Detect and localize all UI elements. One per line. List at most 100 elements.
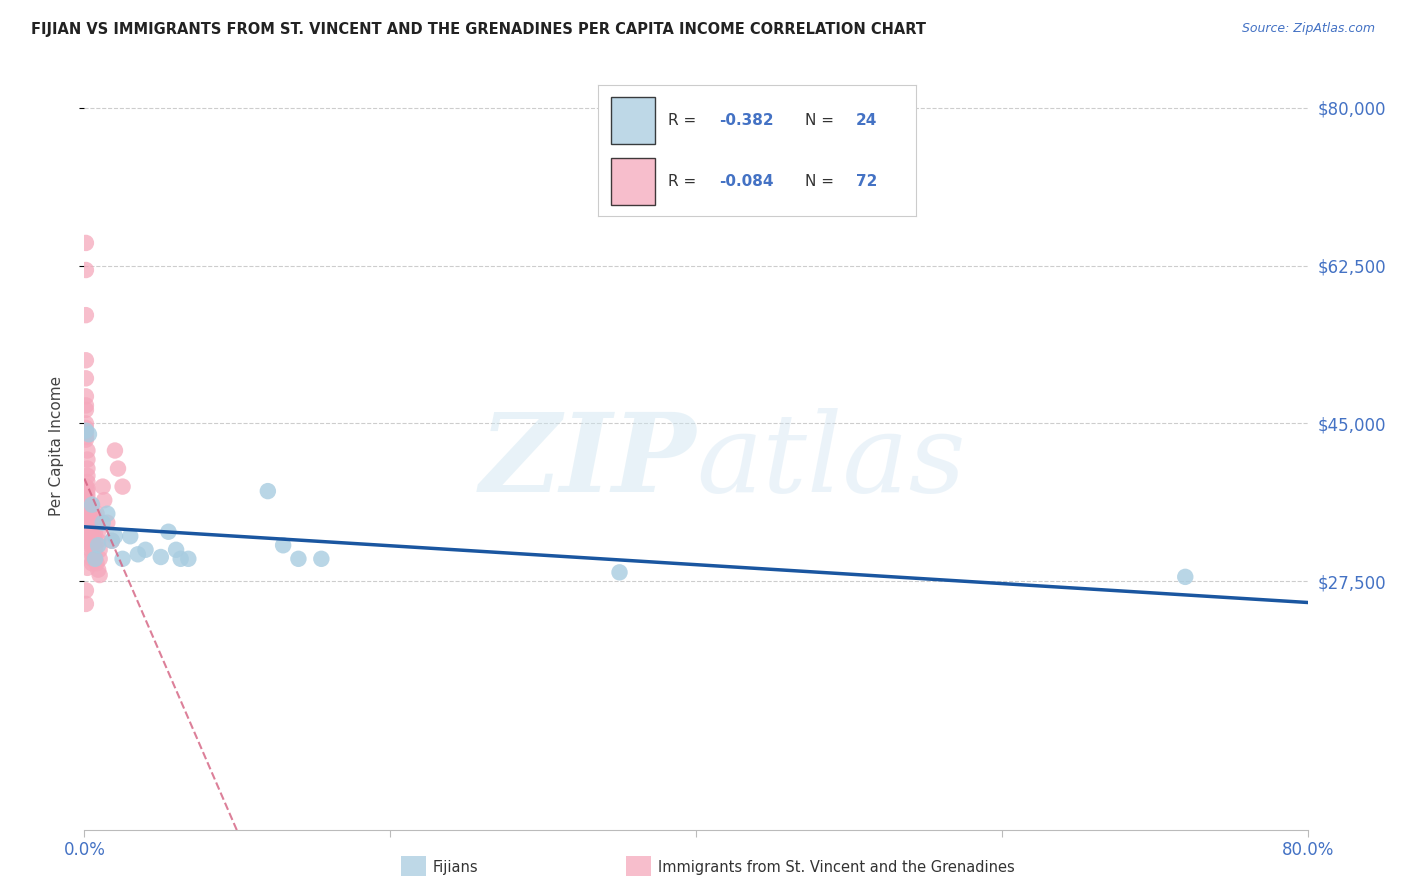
- Point: [84, 549, 107, 564]
- Point: [107, 461, 129, 475]
- Point: [76, 484, 98, 499]
- Point: [79, 533, 101, 548]
- Point: [75, 308, 97, 322]
- Point: [77, 507, 100, 521]
- Point: [77, 516, 100, 530]
- Point: [83, 507, 105, 521]
- Point: [77, 508, 100, 523]
- Point: [76, 482, 98, 496]
- Point: [80, 498, 103, 512]
- Point: [77, 502, 100, 516]
- Point: [89, 542, 111, 557]
- Point: [87, 524, 110, 539]
- Point: [75, 403, 97, 417]
- Point: [79, 538, 101, 552]
- Point: [79, 529, 101, 543]
- Point: [79, 524, 101, 539]
- Point: [177, 551, 200, 566]
- Point: [1174, 570, 1197, 584]
- Point: [80, 551, 103, 566]
- Point: [87, 563, 110, 577]
- Point: [75, 263, 97, 277]
- Point: [271, 538, 294, 552]
- Point: [75, 533, 97, 548]
- Point: [165, 542, 187, 557]
- Point: [75, 353, 97, 368]
- Point: [76, 461, 98, 475]
- Point: [104, 443, 127, 458]
- Point: [76, 489, 98, 503]
- Point: [87, 533, 110, 548]
- Point: [311, 551, 333, 566]
- Point: [79, 517, 101, 532]
- Point: [80, 557, 103, 571]
- Point: [91, 516, 114, 530]
- Point: [101, 533, 124, 548]
- Point: [104, 529, 127, 543]
- Point: [75, 235, 97, 250]
- Point: [93, 493, 115, 508]
- Point: [80, 547, 103, 561]
- Point: [91, 480, 114, 494]
- Point: [609, 566, 631, 580]
- Point: [75, 389, 97, 403]
- Point: [75, 489, 97, 503]
- Point: [77, 500, 100, 514]
- Point: [75, 583, 97, 598]
- Point: [96, 507, 118, 521]
- Point: [75, 433, 97, 447]
- Point: [75, 597, 97, 611]
- Point: [75, 417, 97, 431]
- Point: [80, 535, 103, 549]
- Text: Immigrants from St. Vincent and the Grenadines: Immigrants from St. Vincent and the Gren…: [658, 861, 1015, 875]
- Point: [83, 532, 105, 546]
- Point: [111, 480, 134, 494]
- Point: [86, 516, 108, 530]
- Point: [135, 542, 157, 557]
- Point: [75, 421, 97, 435]
- Point: [101, 533, 124, 548]
- Y-axis label: Per Capita Income: Per Capita Income: [49, 376, 63, 516]
- Point: [87, 538, 110, 552]
- Text: atlas: atlas: [696, 408, 966, 515]
- Point: [257, 484, 280, 499]
- Point: [77, 427, 100, 442]
- Point: [75, 480, 97, 494]
- Point: [84, 524, 107, 539]
- Point: [111, 551, 134, 566]
- Point: [79, 542, 101, 557]
- Point: [86, 557, 108, 571]
- Point: [76, 443, 98, 458]
- Point: [83, 516, 105, 530]
- Point: [120, 529, 142, 543]
- Point: [89, 568, 111, 582]
- Point: [127, 547, 149, 561]
- Point: [83, 523, 105, 537]
- Point: [86, 507, 108, 521]
- Point: [76, 475, 98, 489]
- Point: [84, 541, 107, 555]
- Point: [75, 398, 97, 412]
- Point: [76, 498, 98, 512]
- Point: [84, 551, 107, 566]
- Point: [96, 516, 118, 530]
- Point: [157, 524, 180, 539]
- Point: [84, 533, 107, 548]
- Point: [76, 561, 98, 575]
- Point: [89, 551, 111, 566]
- Point: [77, 511, 100, 525]
- Point: [75, 425, 97, 440]
- Point: [76, 493, 98, 508]
- Text: Source: ZipAtlas.com: Source: ZipAtlas.com: [1241, 22, 1375, 36]
- Point: [76, 452, 98, 467]
- Text: FIJIAN VS IMMIGRANTS FROM ST. VINCENT AND THE GRENADINES PER CAPITA INCOME CORRE: FIJIAN VS IMMIGRANTS FROM ST. VINCENT AN…: [31, 22, 927, 37]
- Point: [75, 430, 97, 444]
- Point: [75, 371, 97, 385]
- Point: [77, 520, 100, 534]
- Point: [149, 549, 172, 564]
- Text: Fijians: Fijians: [433, 861, 478, 875]
- Point: [75, 424, 97, 438]
- Point: [76, 468, 98, 483]
- Point: [170, 551, 193, 566]
- Point: [287, 551, 309, 566]
